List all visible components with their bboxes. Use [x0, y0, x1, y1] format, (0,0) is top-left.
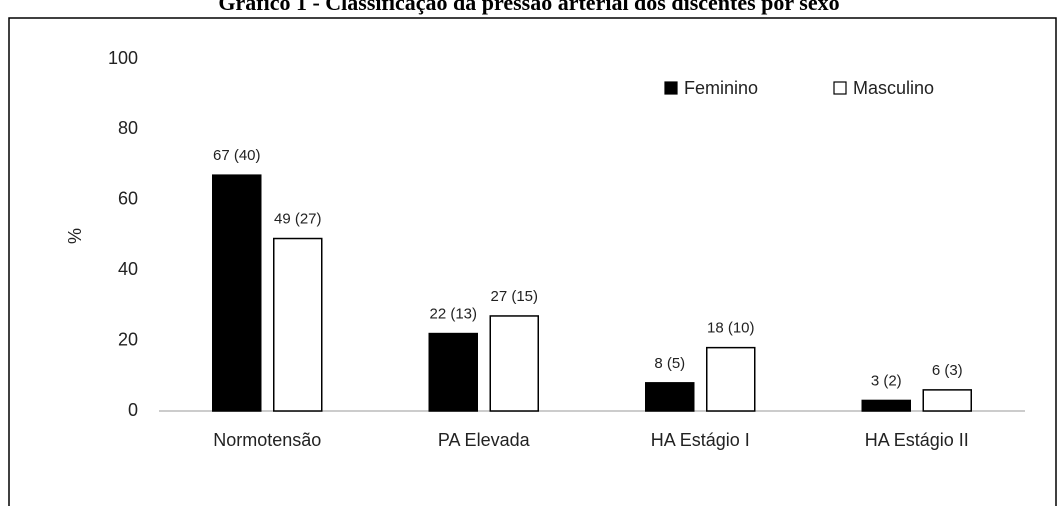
value-label: 27 (15) [490, 288, 538, 305]
bar [489, 315, 539, 412]
y-axis-label: % [65, 228, 85, 244]
y-tick-label: 20 [118, 329, 138, 349]
bar [861, 399, 911, 412]
x-tick-label: HA Estágio II [865, 430, 969, 450]
legend-swatch [833, 81, 847, 95]
legend-label: Masculino [853, 78, 934, 98]
bar [212, 174, 262, 412]
x-tick-label: Normotensão [213, 430, 321, 450]
legend-swatch [664, 81, 678, 95]
legend-label: Feminino [684, 78, 758, 98]
y-tick-label: 80 [118, 118, 138, 138]
bar [706, 346, 756, 412]
bar [428, 332, 478, 412]
y-tick-label: 60 [118, 189, 138, 209]
chart-title: Gráfico 1 - Classificação da pressão art… [218, 0, 839, 15]
bar [273, 237, 323, 412]
bar [645, 382, 695, 412]
x-tick-label: PA Elevada [438, 430, 531, 450]
value-label: 18 (10) [707, 320, 755, 337]
y-tick-label: 40 [118, 259, 138, 279]
value-label: 6 (3) [932, 362, 963, 379]
value-label: 22 (13) [429, 306, 477, 323]
x-tick-label: HA Estágio I [651, 430, 750, 450]
value-label: 49 (27) [274, 210, 322, 227]
y-tick-label: 100 [108, 48, 138, 68]
frame [8, 17, 1057, 506]
value-label: 8 (5) [654, 355, 685, 372]
value-label: 67 (40) [213, 147, 261, 164]
bar [922, 389, 972, 412]
y-tick-label: 0 [128, 400, 138, 420]
value-label: 3 (2) [871, 372, 902, 389]
